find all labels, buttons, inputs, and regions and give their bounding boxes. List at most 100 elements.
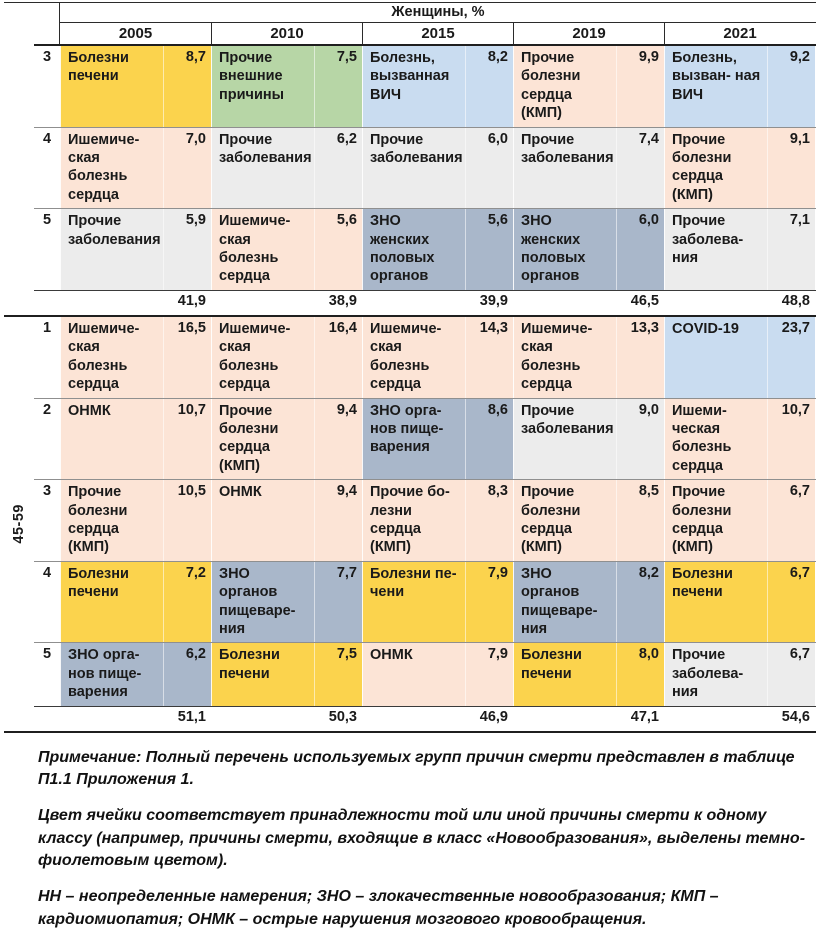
year-header: 2021 xyxy=(664,23,815,44)
value-cell: 6,7 xyxy=(767,480,815,561)
cause-cell: ЗНО орга- нов пище- варения xyxy=(60,643,163,706)
total-value: 51,1 xyxy=(177,708,206,725)
year-header: 2015 xyxy=(362,23,513,44)
totals-cause-spacer xyxy=(664,291,767,315)
cause-cell: Ишемиче- ская болезнь сердца xyxy=(60,127,163,209)
value-cell: 10,5 xyxy=(163,480,211,561)
value-cell: 8,7 xyxy=(163,46,211,127)
cause-cell: Прочие бо- лезни сердца (КМП) xyxy=(362,480,465,561)
value-cell: 5,6 xyxy=(314,209,362,290)
table-header: Женщины, % 2005 2010 2015 2019 2021 xyxy=(4,2,816,44)
cause-cell: ЗНО органов пищеваре- ния xyxy=(211,561,314,643)
table-row: 3 Прочие болезни сердца (КМП) 10,5 ОНМК 9,4 П… xyxy=(34,479,816,561)
rank-cell: 2 xyxy=(34,398,60,480)
total-value: 54,6 xyxy=(781,708,810,725)
note-appendix: Примечание: Полный перечень используемых… xyxy=(38,748,795,789)
value-cell: 7,5 xyxy=(314,46,362,127)
age-section: 45-59 1 Ишемиче- ская болезнь сердца 16,5 Иш… xyxy=(4,316,816,733)
cause-cell: ОНМК xyxy=(211,480,314,561)
table-row: 5 ЗНО орга- нов пище- варения 6,2 Болезни п… xyxy=(34,642,816,706)
value-cell: 9,0 xyxy=(616,398,664,480)
cause-cell: Прочие заболева- ния xyxy=(664,643,767,706)
value-cell: 8,0 xyxy=(616,643,664,706)
cause-cell: Прочие болезни сердца (КМП) xyxy=(664,127,767,209)
value-cell: 10,7 xyxy=(163,398,211,480)
value-cell: 5,9 xyxy=(163,209,211,290)
value-cell: 7,1 xyxy=(767,209,815,290)
value-cell: 8,3 xyxy=(465,480,513,561)
cause-cell: Болезнь, вызван- ная ВИЧ xyxy=(664,46,767,127)
cause-cell: Болезни печени xyxy=(664,561,767,643)
cause-cell: ЗНО женских половых органов xyxy=(362,209,465,290)
value-cell: 6,2 xyxy=(163,643,211,706)
value-cell: 9,4 xyxy=(314,480,362,561)
cause-cell: Болезнь, вызванная ВИЧ xyxy=(362,46,465,127)
cause-cell: Прочие заболевания xyxy=(211,127,314,209)
year-header: 2010 xyxy=(211,23,362,44)
cause-cell: Прочие болезни сердца (КМП) xyxy=(211,398,314,480)
cause-cell: Ишемиче- ская болезнь сердца xyxy=(513,316,616,398)
table-row: 3 Болезни печени 8,7 Прочие внешние причины… xyxy=(34,46,816,127)
table-body: 3 Болезни печени 8,7 Прочие внешние причины… xyxy=(4,46,836,733)
cause-cell: Прочие болезни сердца (КМП) xyxy=(60,480,163,561)
totals-cause-spacer xyxy=(211,291,314,315)
value-cell: 7,7 xyxy=(314,561,362,643)
cause-cell: Прочие болезни сердца (КМП) xyxy=(664,480,767,561)
cause-cell: Прочие болезни сердца (КМП) xyxy=(513,480,616,561)
age-group-cell xyxy=(4,46,34,315)
value-cell: 9,2 xyxy=(767,46,815,127)
cause-cell: Ишемиче- ская болезнь сердца xyxy=(211,209,314,290)
cause-cell: COVID-19 xyxy=(664,316,767,398)
value-cell: 23,7 xyxy=(767,316,815,398)
note-abbreviations: НН – неопределенные намерения; ЗНО – зло… xyxy=(38,888,719,928)
value-cell: 7,4 xyxy=(616,127,664,209)
totals-row: 41,9 38,9 39,9 46,5 48,8 xyxy=(34,289,816,315)
age-group-label: 45-59 xyxy=(11,503,27,544)
value-cell: 6,7 xyxy=(767,643,815,706)
total-value: 38,9 xyxy=(328,292,357,309)
cause-cell: Болезни печени xyxy=(60,561,163,643)
cause-cell: ОНМК xyxy=(362,643,465,706)
section-rows: 3 Болезни печени 8,7 Прочие внешние причины… xyxy=(34,46,816,315)
age-section: 3 Болезни печени 8,7 Прочие внешние причины… xyxy=(4,46,816,317)
totals-spacer xyxy=(34,291,60,315)
total-value: 39,9 xyxy=(479,292,508,309)
cause-cell: Ишемиче- ская болезнь сердца xyxy=(211,316,314,398)
totals-cause-spacer xyxy=(664,707,767,731)
rank-cell: 1 xyxy=(34,316,60,398)
cause-cell: Ишемиче- ская болезнь сердца xyxy=(60,316,163,398)
totals-cause-spacer xyxy=(60,707,163,731)
value-cell: 8,2 xyxy=(616,561,664,643)
cause-cell: ЗНО органов пищеваре- ния xyxy=(513,561,616,643)
totals-cause-spacer xyxy=(362,291,465,315)
cause-cell: Болезни печени xyxy=(60,46,163,127)
totals-cause-spacer xyxy=(362,707,465,731)
cause-cell: Ишемиче- ская болезнь сердца xyxy=(362,316,465,398)
value-cell: 6,0 xyxy=(465,127,513,209)
cause-cell: Прочие болезни сердца (КМП) xyxy=(513,46,616,127)
header-right: Женщины, % 2005 2010 2015 2019 2021 xyxy=(60,3,816,44)
cause-cell: ЗНО орга- нов пище- варения xyxy=(362,398,465,480)
section-rows: 1 Ишемиче- ская болезнь сердца 16,5 Ишемиче… xyxy=(34,316,816,731)
cause-cell: ОНМК xyxy=(60,398,163,480)
header-left-spacer xyxy=(4,3,60,44)
value-cell: 8,6 xyxy=(465,398,513,480)
value-cell: 16,4 xyxy=(314,316,362,398)
value-cell: 6,0 xyxy=(616,209,664,290)
totals-cause-spacer xyxy=(513,291,616,315)
age-group-cell: 45-59 xyxy=(4,317,34,731)
totals-cause-spacer xyxy=(513,707,616,731)
value-cell: 8,2 xyxy=(465,46,513,127)
value-cell: 7,5 xyxy=(314,643,362,706)
table-row: 2 ОНМК 10,7 Прочие болезни сердца (КМП) 9,4 З… xyxy=(34,397,816,480)
header-bottom-rule xyxy=(34,44,816,46)
total-value: 46,5 xyxy=(630,292,659,309)
value-cell: 9,1 xyxy=(767,127,815,209)
totals-row: 51,1 50,3 46,9 47,1 54,6 xyxy=(34,705,816,731)
cause-cell: Прочие заболевания xyxy=(513,127,616,209)
value-cell: 7,2 xyxy=(163,561,211,643)
value-cell: 14,3 xyxy=(465,316,513,398)
rank-cell: 3 xyxy=(34,480,60,561)
year-header: 2019 xyxy=(513,23,664,44)
